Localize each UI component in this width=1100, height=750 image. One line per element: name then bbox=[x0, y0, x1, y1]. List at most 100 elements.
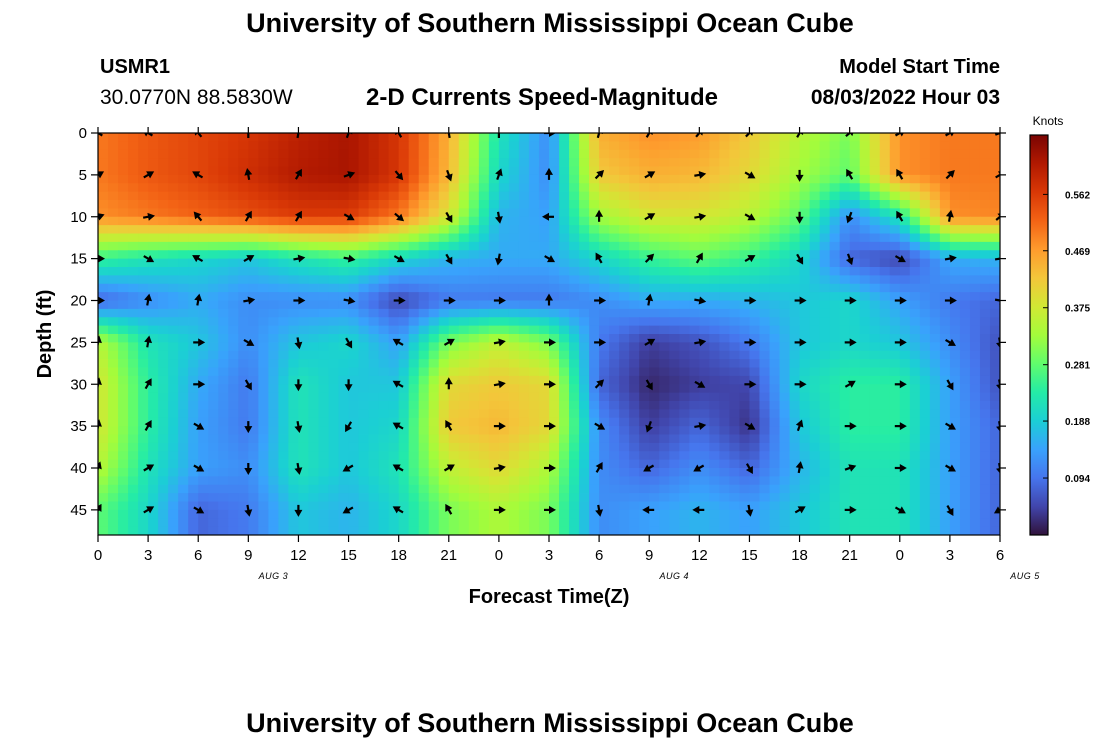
heatmap-cell bbox=[148, 476, 159, 486]
heatmap-cell bbox=[338, 308, 350, 318]
heatmap-cell bbox=[919, 200, 931, 209]
heatmap-cell bbox=[549, 317, 560, 327]
heatmap-cell bbox=[799, 166, 811, 176]
heatmap-cell bbox=[919, 392, 931, 402]
heatmap-cell bbox=[428, 442, 440, 452]
heatmap-cell bbox=[208, 183, 219, 193]
heatmap-cell bbox=[398, 451, 410, 461]
heatmap-cell bbox=[609, 174, 620, 184]
heatmap-cell bbox=[508, 174, 520, 184]
x-axis-label: Forecast Time(Z) bbox=[469, 586, 630, 608]
heatmap-cell bbox=[609, 384, 620, 394]
heatmap-cell bbox=[98, 292, 109, 302]
heatmap-cell bbox=[669, 141, 680, 151]
heatmap-cell bbox=[528, 342, 540, 352]
heatmap-cell bbox=[128, 250, 139, 260]
heatmap-cell bbox=[338, 267, 350, 276]
heatmap-cell bbox=[979, 250, 991, 260]
heatmap-cell bbox=[128, 225, 139, 235]
heatmap-cell bbox=[258, 384, 269, 394]
heatmap-cell bbox=[328, 141, 340, 151]
heatmap-cell bbox=[849, 183, 861, 193]
heatmap-cell bbox=[659, 317, 670, 327]
heatmap-cell bbox=[679, 158, 690, 168]
heatmap-cell bbox=[779, 191, 791, 201]
heatmap-cell bbox=[398, 208, 410, 218]
heatmap-cell bbox=[939, 317, 951, 327]
heatmap-cell bbox=[388, 476, 400, 486]
heatmap-cell bbox=[148, 149, 159, 159]
heatmap-cell bbox=[298, 267, 310, 276]
heatmap-cell bbox=[739, 233, 751, 243]
heatmap-cell bbox=[589, 267, 600, 276]
heatmap-cell bbox=[418, 392, 430, 402]
heatmap-cell bbox=[258, 166, 269, 176]
heatmap-cell bbox=[639, 334, 650, 343]
heatmap-cell bbox=[729, 191, 741, 201]
heatmap-cell bbox=[218, 509, 229, 519]
heatmap-cell bbox=[518, 476, 530, 486]
heatmap-cell bbox=[378, 133, 390, 142]
heatmap-cell bbox=[408, 409, 420, 419]
heatmap-cell bbox=[318, 183, 330, 193]
heatmap-cell bbox=[709, 200, 720, 209]
heatmap-cell bbox=[829, 409, 841, 419]
heatmap-cell bbox=[328, 526, 340, 535]
heatmap-cell bbox=[619, 468, 630, 477]
heatmap-cell bbox=[508, 250, 520, 260]
heatmap-cell bbox=[138, 250, 149, 260]
heatmap-cell bbox=[809, 509, 821, 519]
y-tick-label: 0 bbox=[79, 125, 87, 142]
heatmap-cell bbox=[729, 518, 741, 528]
heatmap-cell bbox=[128, 149, 139, 159]
heatmap-cell bbox=[579, 434, 590, 444]
heatmap-cell bbox=[559, 334, 570, 343]
heatmap-cell bbox=[899, 250, 911, 260]
heatmap-cell bbox=[609, 275, 620, 285]
heatmap-cell bbox=[468, 493, 480, 503]
heatmap-cell bbox=[328, 468, 340, 477]
heatmap-cell bbox=[929, 233, 941, 243]
heatmap-cell bbox=[298, 283, 310, 293]
heatmap-cell bbox=[188, 141, 199, 151]
heatmap-cell bbox=[378, 216, 390, 226]
heatmap-cell bbox=[569, 384, 580, 394]
heatmap-cell bbox=[138, 459, 149, 469]
heatmap-cell bbox=[599, 409, 610, 419]
heatmap-cell bbox=[388, 484, 400, 494]
heatmap-cell bbox=[599, 459, 610, 469]
heatmap-cell bbox=[869, 493, 881, 503]
heatmap-cell bbox=[538, 493, 550, 503]
heatmap-cell bbox=[348, 359, 360, 369]
heatmap-cell bbox=[298, 158, 310, 168]
heatmap-cell bbox=[108, 308, 119, 318]
heatmap-cell bbox=[228, 300, 239, 310]
heatmap-cell bbox=[889, 191, 901, 201]
heatmap-cell bbox=[378, 384, 390, 394]
heatmap-cell bbox=[248, 149, 259, 159]
heatmap-cell bbox=[909, 501, 921, 511]
station-coordinates: 30.0770N 88.5830W bbox=[100, 86, 293, 109]
heatmap-cell bbox=[739, 308, 751, 318]
heatmap-cell bbox=[158, 149, 169, 159]
heatmap-cell bbox=[709, 501, 720, 511]
heatmap-cell bbox=[108, 384, 119, 394]
heatmap-cell bbox=[498, 451, 510, 461]
heatmap-cell bbox=[949, 501, 961, 511]
heatmap-cell bbox=[238, 459, 249, 469]
heatmap-cell bbox=[518, 300, 530, 310]
heatmap-cell bbox=[559, 426, 570, 436]
heatmap-cell bbox=[759, 442, 771, 452]
heatmap-cell bbox=[528, 200, 540, 209]
heatmap-cell bbox=[689, 434, 700, 444]
heatmap-cell bbox=[328, 476, 340, 486]
heatmap-cell bbox=[859, 158, 871, 168]
heatmap-cell bbox=[448, 149, 460, 159]
heatmap-cell bbox=[839, 501, 851, 511]
heatmap-cell bbox=[248, 225, 259, 235]
heatmap-cell bbox=[659, 493, 670, 503]
heatmap-cell bbox=[448, 233, 460, 243]
current-arrow bbox=[693, 464, 705, 472]
current-arrow bbox=[845, 211, 854, 224]
heatmap-cell bbox=[368, 250, 380, 260]
